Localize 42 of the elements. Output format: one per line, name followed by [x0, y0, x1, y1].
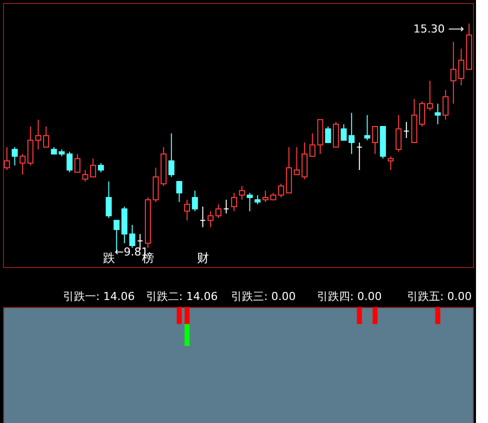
candlestick: [388, 156, 394, 170]
candlestick: [434, 103, 441, 125]
annotation: 15.30 ⟶: [413, 22, 464, 36]
candlestick: [262, 190, 268, 203]
candlestick: [20, 153, 26, 176]
candlestick: [184, 199, 190, 221]
candlestick: [98, 162, 104, 173]
candlestick: [356, 142, 362, 170]
candlestick: [27, 126, 34, 166]
candlestick: [231, 192, 238, 212]
text: 引跌二: 14.06: [146, 290, 218, 303]
candlestick: [129, 224, 136, 248]
text: 引跌五: 0.00: [407, 290, 472, 303]
candlestick: [238, 186, 245, 200]
candlestick: [168, 132, 174, 178]
candlestick: [254, 194, 261, 205]
candlestick: [332, 121, 339, 148]
candlestick: [403, 121, 410, 138]
candlestick: [325, 126, 332, 144]
text: 引跌四: 0.00: [317, 290, 382, 303]
text: 引跌一: 14.06: [63, 290, 135, 303]
candlestick: [426, 80, 433, 112]
candlestick: [215, 204, 222, 219]
candlestick: [309, 132, 316, 157]
candlestick: [208, 210, 214, 228]
candlestick: [106, 180, 112, 219]
candlestick: [192, 190, 198, 212]
candlestick: [223, 199, 230, 214]
candlestick: [450, 41, 456, 104]
candlestick: [4, 146, 10, 170]
candlestick: [372, 126, 378, 154]
annotation: 财: [196, 251, 209, 265]
candlestick: [176, 180, 182, 203]
candlestick: [364, 114, 370, 141]
candlestick: [200, 206, 206, 228]
candlestick: [442, 89, 449, 120]
candlestick: [396, 114, 402, 152]
candlestick: [12, 146, 18, 166]
annotation: 跌: [102, 251, 115, 265]
candlestick: [74, 153, 80, 173]
candlestick: [246, 192, 253, 212]
text: 引跌三: 0.00: [231, 290, 296, 303]
